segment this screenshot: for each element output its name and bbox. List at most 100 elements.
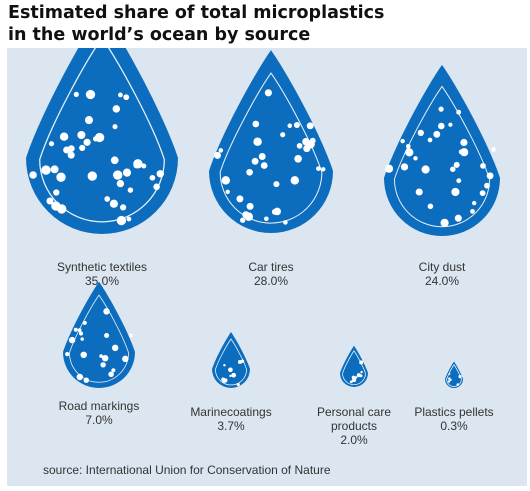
- dot: [78, 331, 84, 336]
- dot: [316, 166, 321, 171]
- dot: [356, 373, 361, 378]
- dot: [448, 373, 451, 375]
- value-label-synthetic-textiles: 35.0%: [85, 274, 119, 288]
- dots-marinecoatings: [221, 359, 245, 387]
- dot: [73, 327, 78, 332]
- dot: [79, 144, 86, 151]
- dot: [352, 378, 357, 383]
- dot: [122, 168, 132, 177]
- dot: [240, 217, 246, 223]
- dot: [251, 157, 259, 165]
- dot: [229, 374, 232, 378]
- value-label-marinecoatings: 3.7%: [217, 419, 245, 433]
- dot: [271, 208, 278, 215]
- dot: [484, 182, 490, 189]
- dot: [80, 351, 87, 359]
- dot: [479, 190, 486, 197]
- dot: [417, 129, 424, 137]
- dot: [293, 121, 300, 129]
- dot: [264, 89, 272, 97]
- dot: [76, 373, 84, 381]
- dot: [433, 130, 441, 138]
- dot: [359, 360, 364, 365]
- dot: [448, 122, 453, 127]
- dot: [421, 165, 430, 174]
- dot: [448, 377, 451, 380]
- drop-inner-outline-plastics-pellets: [446, 364, 462, 387]
- dot: [73, 91, 79, 97]
- dot: [486, 172, 494, 180]
- dot: [287, 123, 293, 128]
- dot: [111, 368, 116, 373]
- source-note: source: International Union for Conserva…: [43, 463, 331, 477]
- dot: [236, 195, 244, 203]
- dot: [360, 370, 363, 374]
- category-label-road-markings: Road markings: [59, 399, 140, 413]
- dot: [283, 220, 288, 225]
- drop-inner-outline-city-dust: [393, 85, 491, 228]
- dot: [123, 94, 130, 101]
- dots-road-markings: [65, 308, 133, 383]
- dot: [302, 137, 310, 146]
- dot: [141, 163, 147, 169]
- chart-panel: Synthetic textiles 35.0% Car tires 28.0% Cit…: [7, 48, 527, 486]
- dot: [50, 165, 59, 174]
- drop-shape-car-tires: [209, 50, 333, 234]
- dot: [149, 174, 156, 181]
- category-label-plastics-pellets: Plastics pellets: [414, 405, 493, 419]
- drop-shape-marinecoatings: [212, 331, 250, 388]
- dot: [118, 92, 123, 98]
- dot: [405, 143, 411, 149]
- dots-personal-care-products: [349, 360, 364, 384]
- dot: [67, 151, 75, 159]
- dot: [237, 360, 242, 364]
- value-label-plastics-pellets: 0.3%: [440, 419, 468, 433]
- dot: [48, 141, 55, 147]
- dot: [427, 137, 433, 143]
- dot: [84, 116, 94, 125]
- drop-shape-road-markings: [63, 281, 135, 388]
- dot: [260, 162, 268, 169]
- dot: [104, 332, 110, 339]
- dot: [104, 196, 111, 202]
- dot: [222, 378, 227, 383]
- dot: [290, 176, 300, 185]
- dot: [427, 203, 434, 210]
- dot: [231, 372, 237, 378]
- dot: [456, 109, 462, 115]
- dots-city-dust: [384, 106, 496, 227]
- dot: [450, 166, 456, 172]
- dot: [491, 147, 496, 152]
- dot: [85, 89, 96, 100]
- dot: [87, 171, 97, 181]
- dot: [225, 189, 230, 194]
- category-label-city-dust: City dust: [419, 260, 466, 274]
- dot: [213, 151, 222, 159]
- dot: [306, 122, 314, 130]
- dot: [100, 362, 106, 368]
- dot: [29, 171, 37, 179]
- dot: [264, 216, 269, 222]
- dot: [116, 215, 127, 226]
- dot: [456, 383, 460, 386]
- value-label-city-dust: 24.0%: [425, 274, 459, 288]
- category-label-car-tires: Car tires: [248, 260, 293, 274]
- dot: [122, 355, 129, 363]
- value-label-personal-care-products: 2.0%: [340, 433, 368, 447]
- dot: [405, 148, 414, 157]
- dot: [77, 130, 86, 140]
- dot: [454, 214, 462, 222]
- dot: [56, 172, 66, 182]
- dot: [110, 156, 119, 165]
- dot: [354, 376, 358, 379]
- dots-synthetic-textiles: [29, 89, 165, 226]
- drop-inner-outline-road-markings: [69, 294, 129, 383]
- dot: [400, 138, 405, 144]
- dot: [252, 120, 260, 128]
- dots-car-tires: [213, 89, 326, 225]
